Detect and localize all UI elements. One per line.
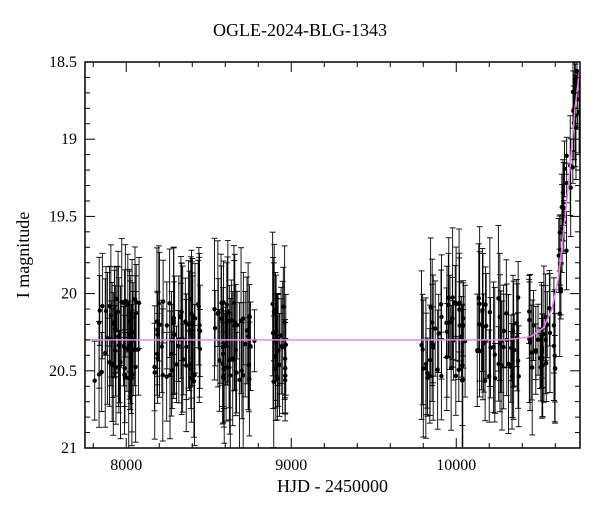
y-tick-label: 20.5 — [49, 363, 77, 380]
y-tick-label: 21 — [61, 440, 77, 457]
x-tick-label: 9000 — [275, 457, 307, 474]
x-tick-label: 10000 — [436, 457, 476, 474]
y-tick-label: 20 — [61, 286, 77, 303]
y-axis-label: I magnitude — [13, 212, 33, 298]
x-tick-label: 8000 — [110, 457, 142, 474]
x-axis-label: HJD - 2450000 — [277, 476, 388, 496]
y-tick-label: 18.5 — [49, 54, 77, 71]
lightcurve-chart: OGLE-2024-BLG-1343 HJD - 2450000 I magnitu… — [0, 0, 600, 512]
chart-title: OGLE-2024-BLG-1343 — [213, 20, 387, 40]
y-tick-label: 19 — [61, 131, 77, 148]
y-tick-label: 19.5 — [49, 208, 77, 225]
